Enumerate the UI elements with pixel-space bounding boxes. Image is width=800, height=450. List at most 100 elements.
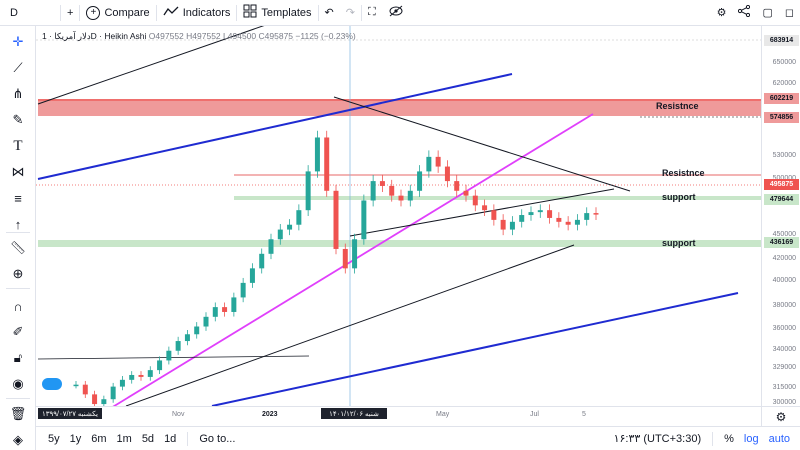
brush-tool[interactable]: ✎ xyxy=(8,110,28,130)
toolbar-divider xyxy=(155,4,157,21)
channel-line-top-black xyxy=(37,26,265,105)
share-button[interactable] xyxy=(732,0,756,26)
price-box-683914: 683914 xyxy=(764,35,799,46)
legend-style: Heikin Ashi xyxy=(104,31,147,41)
lock-tool[interactable]: 🔓︎ xyxy=(8,348,28,368)
price-tick: 380000 xyxy=(772,302,796,309)
remove-drawings-tool[interactable]: 🗑︎ xyxy=(8,404,28,424)
pattern-icon: ⋈ xyxy=(11,164,25,179)
time-axis[interactable]: یکشنبه ۱۳۹۹/۰۷/۲۷ Nov 2023 ۱۴۰۱/۱۲/۰۶ شن… xyxy=(36,406,761,426)
range-6m[interactable]: 6m xyxy=(91,432,107,445)
log-toggle[interactable]: log xyxy=(743,432,759,445)
visibility-tool[interactable]: ◉ xyxy=(8,374,28,394)
candle-body xyxy=(324,137,330,191)
text-icon: T xyxy=(13,137,23,154)
fib-tool[interactable]: ≡ xyxy=(8,188,28,208)
auto-toggle[interactable]: auto xyxy=(768,432,790,445)
chart-canvas[interactable] xyxy=(36,26,761,406)
candle-body xyxy=(454,181,460,191)
eye-slash-icon xyxy=(388,5,404,20)
channel-line-bottom-black xyxy=(125,244,575,406)
price-box-last: 495875 xyxy=(764,179,799,190)
snapshot-button[interactable]: ▢ xyxy=(756,0,778,26)
candle-body xyxy=(491,210,497,220)
candle-body xyxy=(593,213,599,215)
axis-settings-button[interactable]: ⚙ xyxy=(761,406,800,426)
toolbar-divider xyxy=(6,398,30,399)
gear-icon: ⚙ xyxy=(775,409,787,424)
range-5y[interactable]: 5y xyxy=(48,432,60,445)
candle-body xyxy=(129,374,135,380)
gear-icon: ⚙ xyxy=(716,7,727,19)
share-icon xyxy=(738,4,751,20)
price-tick: 315000 xyxy=(772,384,796,391)
drawing-mode-tool[interactable]: ✐ xyxy=(8,322,28,342)
layers-icon: ◈ xyxy=(13,432,23,447)
toolbar-divider xyxy=(6,288,30,289)
price-tick: 420000 xyxy=(772,255,796,262)
measure-tool[interactable]: 📏︎ xyxy=(8,238,28,258)
trendline-tool[interactable]: ⟋ xyxy=(8,58,28,78)
redo-button[interactable]: ↷ xyxy=(340,0,361,26)
range-1m[interactable]: 1m xyxy=(116,432,132,445)
candle-body xyxy=(203,316,209,327)
hide-drawings-button[interactable] xyxy=(382,0,410,26)
fullscreen-button[interactable]: ⛶ xyxy=(362,0,382,26)
goto-button[interactable]: Go to... xyxy=(199,432,236,445)
cloud-icon xyxy=(42,378,62,390)
price-axis[interactable]: 650000 620000 530000 500000 450000 42000… xyxy=(761,26,800,406)
bottom-divider xyxy=(187,431,189,446)
clock-label[interactable]: ۱۶:۳۳ (UTC+3:30) xyxy=(613,433,702,445)
magnet-tool[interactable]: ∩ xyxy=(8,296,28,316)
price-tick: 500000 xyxy=(773,175,796,182)
range-5d[interactable]: 5d xyxy=(141,432,155,445)
screenshot-button[interactable]: ◻ xyxy=(779,0,800,26)
time-tick: Nov xyxy=(172,411,185,418)
candle-body xyxy=(119,379,125,387)
legend-high: H497552 xyxy=(186,31,221,41)
support-zone-mid xyxy=(234,196,761,200)
price-tick: 450000 xyxy=(772,231,796,238)
candle-body xyxy=(222,307,228,312)
candle-body xyxy=(101,399,107,405)
candle-body xyxy=(417,171,423,191)
symbol-search[interactable]: D xyxy=(0,0,60,26)
crosshair-tool[interactable]: ✛ xyxy=(8,32,28,52)
range-1y[interactable]: 1y xyxy=(69,432,82,445)
camera-icon: ▢ xyxy=(762,7,773,19)
candle-body xyxy=(73,384,79,387)
pitchfork-tool[interactable]: ⋔ xyxy=(8,84,28,104)
zoom-tool[interactable]: ⊕ xyxy=(8,264,28,284)
percent-toggle[interactable]: % xyxy=(724,432,734,445)
object-tree-tool[interactable]: ◈ xyxy=(8,430,28,450)
add-symbol-button[interactable]: + xyxy=(61,0,79,26)
candle-body xyxy=(184,334,190,342)
resistance-zone-top xyxy=(38,99,761,116)
toolbar-divider xyxy=(6,232,30,233)
magnet-icon: ∩ xyxy=(13,298,23,314)
price-tick: 329000 xyxy=(772,364,796,371)
text-tool[interactable]: T xyxy=(8,136,28,156)
legend-symbol: دلار آمریکا xyxy=(54,31,91,41)
top-toolbar: D + + Compare Indicators Templates ↶ ↷ ⛶… xyxy=(0,0,800,26)
price-tick: 360000 xyxy=(772,325,796,332)
settings-button[interactable]: ⚙ xyxy=(711,0,733,26)
candle-body xyxy=(435,156,441,167)
candle-body xyxy=(482,205,488,211)
horizontal-line-low xyxy=(37,355,310,360)
arrow-tool[interactable]: ↑ xyxy=(8,214,28,234)
candle-body xyxy=(352,239,358,269)
candle-body xyxy=(370,181,376,201)
compare-button[interactable]: + Compare xyxy=(80,0,155,26)
undo-button[interactable]: ↶ xyxy=(319,0,340,26)
uptrend-line-magenta xyxy=(112,113,594,406)
brush-icon: ✎ xyxy=(12,112,24,127)
indicators-button[interactable]: Indicators xyxy=(157,0,237,26)
candle-body xyxy=(389,185,395,196)
pitchfork-icon: ⋔ xyxy=(12,86,24,101)
fullscreen-icon: ⛶ xyxy=(367,6,376,18)
range-1d[interactable]: 1d xyxy=(164,432,177,445)
price-tick: 530000 xyxy=(772,152,796,159)
pattern-tool[interactable]: ⋈ xyxy=(8,162,28,182)
templates-button[interactable]: Templates xyxy=(237,0,317,26)
